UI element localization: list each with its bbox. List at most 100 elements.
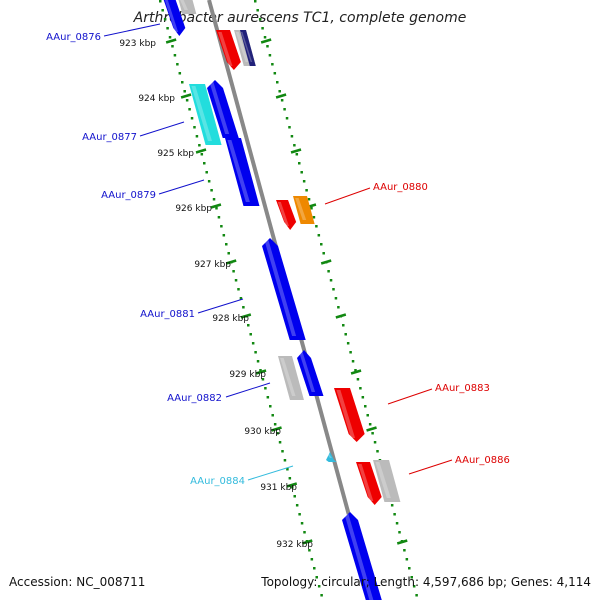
gene-aaur-0883[interactable] (334, 388, 365, 442)
gene-aaur-0884[interactable] (326, 452, 337, 462)
left-rail-dot (310, 558, 314, 561)
leader-aaur-0876 (103, 23, 161, 37)
right-rail-dot (356, 378, 360, 381)
gene-features[interactable] (163, 0, 401, 600)
right-major-tick-929 (350, 369, 362, 375)
gene-bottom-blue-shade (344, 514, 374, 600)
gene-labels[interactable]: AAur_0876 AAur_0877 AAur_0879 AAur_0880 … (46, 32, 510, 487)
left-major-tick-925 (195, 148, 207, 154)
leader-aaur-0880 (324, 187, 371, 205)
gene-aaur-0880[interactable] (293, 196, 315, 224)
right-rail-dot (393, 513, 396, 516)
right-rail-dot (280, 99, 284, 102)
left-rail-dot (239, 297, 243, 300)
right-rail-dot (268, 54, 272, 57)
left-major-tick-929 (255, 369, 267, 375)
right-rail-dot (376, 450, 379, 453)
left-rail-dot (195, 135, 199, 138)
right-rail-dot (312, 216, 316, 219)
gene-aaur-0879[interactable] (225, 138, 260, 206)
accession-value: NC_008711 (76, 575, 146, 589)
tick-label-923: 923 kbp (119, 39, 156, 49)
gene-aaur-0886-red[interactable] (356, 462, 382, 505)
left-rail-dot (247, 324, 250, 327)
tick-label-927: 927 kbp (194, 260, 231, 270)
right-rail-dot (307, 198, 311, 201)
right-rail-dot (263, 36, 267, 39)
right-major-tick-923 (260, 38, 272, 44)
right-rail-dot (354, 369, 357, 372)
left-rail-dot (207, 180, 211, 183)
gene-top-navy[interactable] (240, 30, 256, 66)
gene-aaur-0876[interactable] (163, 0, 186, 36)
gene-aaur-0886[interactable] (373, 460, 401, 502)
right-rail-dot (390, 504, 394, 507)
left-rail-dot (183, 90, 186, 93)
left-rail-dot (181, 81, 184, 84)
gene-label-aaur-0879[interactable]: AAur_0879 (101, 190, 156, 201)
right-rail-dot (310, 207, 313, 210)
gene-label-aaur-0883[interactable]: AAur_0883 (435, 383, 490, 394)
right-rail-dot (293, 144, 296, 147)
gene-aaur-0881-shade (264, 240, 297, 336)
left-rail-dot (261, 378, 265, 381)
left-rail-dot (251, 342, 255, 345)
left-rail-dot (315, 576, 318, 579)
left-rail-dot (163, 18, 167, 21)
left-rail-dot (161, 9, 164, 12)
gene-top-red[interactable] (216, 30, 241, 70)
gene-label-aaur-0876[interactable]: AAur_0876 (46, 32, 101, 43)
gene-aaur-0884-shade (327, 454, 332, 458)
gene-blue-b[interactable] (297, 350, 324, 396)
left-rail-dot (198, 144, 201, 147)
genes-label: Genes: (510, 575, 553, 589)
gene-label-aaur-0877[interactable]: AAur_0877 (82, 132, 137, 143)
left-rail-dot (308, 549, 311, 552)
right-major-tick-932 (396, 539, 408, 545)
topology-value: circular (321, 575, 366, 589)
leader-aaur-0879 (158, 179, 205, 195)
right-rail-dot (302, 180, 306, 183)
left-rail-dot (293, 495, 296, 498)
gene-bottom-blue[interactable] (342, 512, 383, 600)
right-rail-dot (334, 297, 338, 300)
left-rail-dot (190, 117, 194, 120)
right-rail-dot (261, 27, 264, 30)
gene-label-leaders (103, 23, 453, 481)
left-rail-dot (276, 432, 279, 435)
left-rail-dot (320, 594, 323, 597)
left-rail-dot (217, 216, 221, 219)
gene-label-aaur-0884[interactable]: AAur_0884 (190, 476, 245, 487)
tick-labels: 923 kbp 924 kbp 925 kbp 926 kbp 927 kbp … (119, 39, 313, 550)
gene-blue-a[interactable] (207, 80, 239, 138)
gene-aaur-0880-red-shade (277, 202, 289, 226)
tick-label-930: 930 kbp (244, 427, 281, 437)
length-label: Length: (373, 575, 420, 589)
gene-label-aaur-0886[interactable]: AAur_0886 (455, 455, 510, 466)
leader-aaur-0882 (225, 382, 271, 398)
right-rail-dot (317, 234, 321, 237)
gene-aaur-0882-shade (280, 358, 296, 396)
gene-aaur-0881[interactable] (262, 238, 306, 340)
gene-aaur-0882[interactable] (278, 356, 304, 400)
left-rail-dot (171, 45, 174, 48)
left-rail-dot (286, 468, 289, 471)
left-rail-dot (215, 207, 218, 210)
leader-aaur-0877 (139, 121, 185, 137)
right-rail-dot (258, 18, 262, 21)
gene-aaur-0877[interactable] (189, 84, 222, 145)
right-rail-dot (410, 576, 413, 579)
length-value: 4,597,686 bp (422, 575, 503, 589)
gene-label-aaur-0881[interactable]: AAur_0881 (140, 309, 195, 320)
left-rail-dot (200, 153, 204, 156)
gene-aaur-0880-red[interactable] (276, 200, 297, 230)
left-major-tick-927 (225, 259, 237, 265)
gene-top-grey-a[interactable] (178, 0, 197, 14)
left-major-tick-923 (165, 38, 177, 44)
gene-label-aaur-0882[interactable]: AAur_0882 (167, 393, 222, 404)
gene-label-aaur-0880[interactable]: AAur_0880 (373, 182, 428, 193)
leader-aaur-0883 (387, 388, 433, 405)
left-rail-dot (288, 477, 292, 480)
left-rail-dot (254, 351, 257, 354)
